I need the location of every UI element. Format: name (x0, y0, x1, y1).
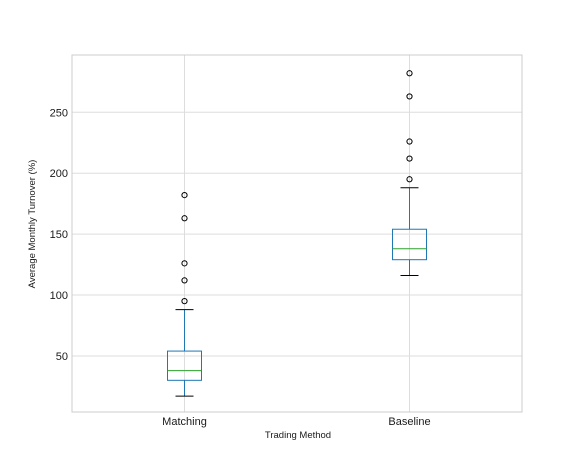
y-tick-label: 100 (50, 290, 68, 302)
outlier-point (406, 138, 413, 145)
boxes (167, 70, 427, 397)
iqr-box (167, 350, 202, 381)
outlier-point (406, 176, 413, 183)
x-tick-label: Baseline (388, 416, 430, 428)
iqr-box (392, 228, 427, 261)
grid-lines (72, 55, 522, 412)
y-tick-labels: 50 100 150 200 250 (50, 107, 68, 363)
x-axis-label: Trading Method (265, 430, 331, 441)
outlier-point (181, 192, 188, 199)
plot-frame (71, 54, 523, 413)
x-tick-labels: Matching Baseline (162, 416, 430, 428)
box-matching (167, 192, 202, 397)
plot-area: 50 100 150 200 250 Matching Baseline (50, 54, 523, 428)
outlier-point (406, 93, 413, 100)
outlier-point (181, 277, 188, 284)
y-axis-label: Average Monthly Turnover (%) (27, 160, 38, 289)
y-tick-label: 150 (50, 229, 68, 241)
y-tick-label: 50 (56, 351, 68, 363)
outlier-point (406, 155, 413, 162)
outlier-point (181, 215, 188, 222)
box-baseline (392, 70, 427, 277)
outlier-point (181, 260, 188, 267)
y-tick-label: 200 (50, 168, 68, 180)
y-tick-label: 250 (50, 107, 68, 119)
x-tick-label: Matching (162, 416, 207, 428)
outlier-point (181, 298, 188, 305)
outlier-point (406, 70, 413, 77)
